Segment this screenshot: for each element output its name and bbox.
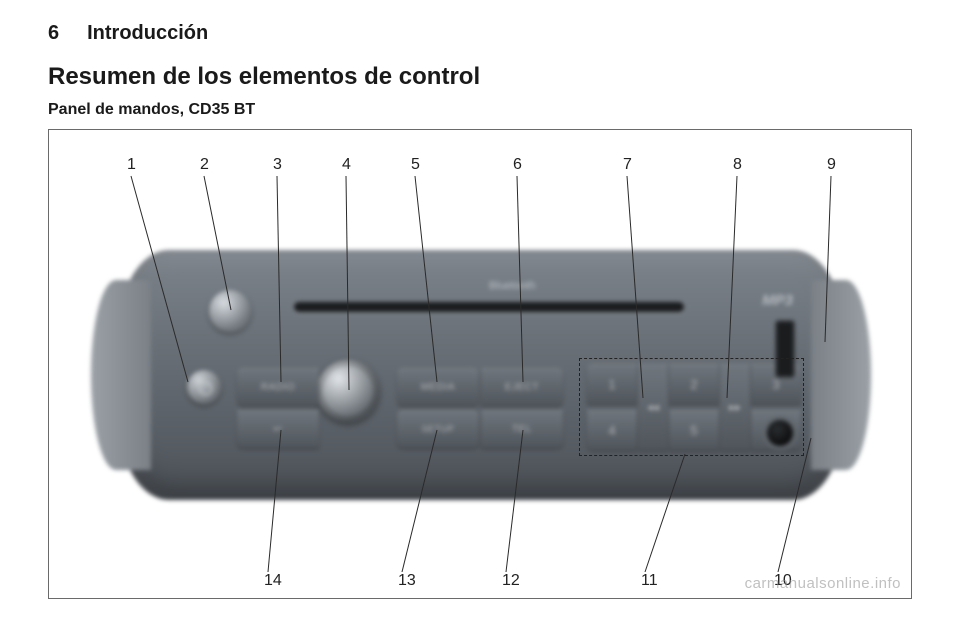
preset-4: 4 bbox=[587, 410, 637, 450]
chapter-title: Introducción bbox=[87, 22, 208, 45]
rotary-knob bbox=[317, 360, 379, 422]
callout-7: 7 bbox=[621, 156, 634, 174]
seek-next: ▸▸ bbox=[720, 364, 750, 450]
volume-eject-knob bbox=[209, 290, 251, 332]
callout-3: 3 bbox=[271, 156, 284, 174]
mp3-label: MP3 bbox=[762, 292, 793, 309]
radio-button: RADIO bbox=[237, 368, 319, 406]
radio-panel: Bluetooth MP3 RADIO MEDIA EJECT ↩ SETUP … bbox=[49, 250, 911, 500]
callout-14: 14 bbox=[262, 572, 284, 590]
preset-2: 2 bbox=[669, 364, 719, 404]
callout-5: 5 bbox=[409, 156, 422, 174]
page-header: 6 Introducción bbox=[48, 22, 912, 45]
setup-button: SETUP bbox=[397, 410, 479, 448]
usb-slot bbox=[775, 320, 795, 378]
callout-1: 1 bbox=[125, 156, 138, 174]
subtitle: Panel de mandos, CD35 BT bbox=[48, 101, 912, 119]
callout-6: 6 bbox=[511, 156, 524, 174]
section-title: Resumen de los elementos de control bbox=[48, 63, 912, 91]
bluetooth-label: Bluetooth bbox=[489, 280, 535, 292]
control-panel-figure: Bluetooth MP3 RADIO MEDIA EJECT ↩ SETUP … bbox=[48, 129, 912, 599]
callout-12: 12 bbox=[500, 572, 522, 590]
panel-body: Bluetooth MP3 RADIO MEDIA EJECT ↩ SETUP … bbox=[119, 250, 843, 500]
media-button: MEDIA bbox=[397, 368, 479, 406]
eject-button: EJECT bbox=[481, 368, 563, 406]
aux-jack bbox=[767, 420, 793, 446]
callout-2: 2 bbox=[198, 156, 211, 174]
callout-4: 4 bbox=[340, 156, 353, 174]
seek-prev: ◂◂ bbox=[638, 364, 668, 450]
callout-11: 11 bbox=[639, 572, 660, 590]
cd-slot bbox=[294, 302, 684, 312]
watermark: carmanualsonline.info bbox=[745, 575, 901, 592]
callout-8: 8 bbox=[731, 156, 744, 174]
tel-button: TEL bbox=[481, 410, 563, 448]
power-knob bbox=[187, 370, 221, 404]
preset-1: 1 bbox=[587, 364, 637, 404]
preset-5: 5 bbox=[669, 410, 719, 450]
callout-10: 10 bbox=[772, 572, 794, 590]
back-button: ↩ bbox=[237, 410, 319, 448]
page-number: 6 bbox=[48, 22, 59, 45]
callout-13: 13 bbox=[396, 572, 418, 590]
callout-9: 9 bbox=[825, 156, 838, 174]
